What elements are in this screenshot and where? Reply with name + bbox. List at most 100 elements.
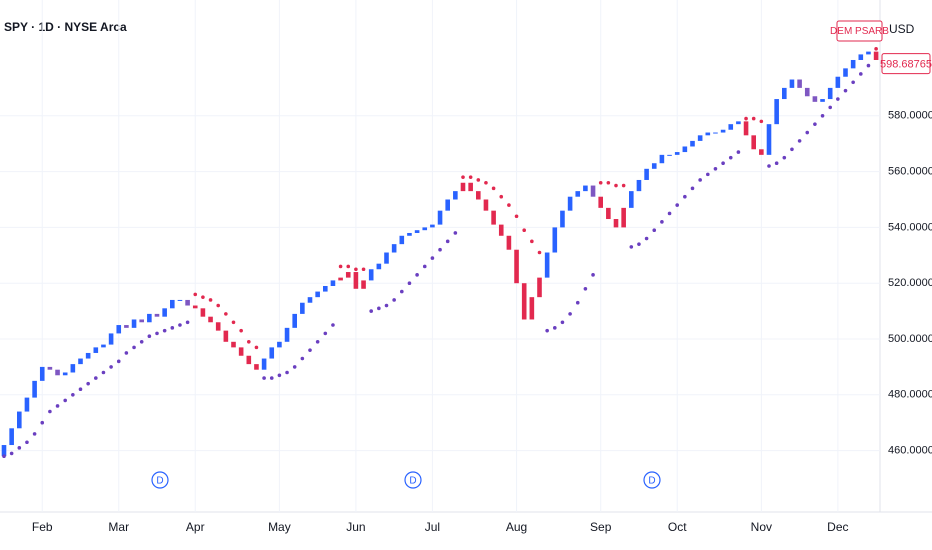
psar-dot: [621, 183, 626, 188]
psar-dot: [782, 155, 787, 160]
candle-body: [32, 380, 37, 398]
psar-dot: [522, 228, 526, 232]
candle-body: [453, 191, 458, 200]
x-tick-label: Jul: [425, 520, 440, 534]
psar-dot: [476, 178, 481, 182]
psar-dot: [9, 451, 14, 456]
psar-dot: [751, 116, 756, 121]
psar-dot: [468, 175, 473, 179]
candle-body: [743, 121, 749, 136]
candle-body: [361, 280, 366, 289]
candle-body: [384, 252, 389, 264]
candle-body: [24, 397, 30, 412]
psar-dot: [384, 303, 389, 308]
candle-body: [177, 299, 183, 301]
psar-dot: [86, 381, 90, 386]
candle-body: [598, 196, 603, 208]
candle-body: [70, 364, 76, 373]
candle-body: [422, 227, 428, 231]
candle-body: [345, 272, 351, 278]
psar-dot: [116, 359, 121, 364]
candle-body: [185, 299, 190, 306]
candle-body: [85, 352, 91, 359]
psar-dot: [797, 139, 802, 143]
last-price-label: 598.68765: [880, 59, 932, 71]
psar-dot: [400, 289, 404, 294]
psar-dot: [361, 267, 366, 272]
event-marker-label: D: [156, 476, 163, 487]
psar-dot: [484, 180, 488, 185]
psar-dot: [48, 409, 52, 414]
candle-body: [368, 269, 374, 281]
candle-body: [261, 358, 267, 370]
y-tick-label: 540.00000: [888, 221, 932, 233]
psar-dot: [507, 203, 511, 207]
psar-dot: [224, 312, 228, 316]
psar-dot: [698, 178, 702, 182]
x-tick-label: Aug: [506, 520, 527, 534]
candle-body: [736, 121, 741, 125]
psar-dot: [338, 264, 343, 269]
candle-body: [820, 99, 825, 102]
psar-dot: [346, 264, 351, 269]
candle-body: [139, 319, 144, 323]
candle-body: [720, 129, 726, 133]
psar-dot: [254, 345, 259, 350]
x-tick-label: Oct: [668, 520, 687, 534]
candle-body: [430, 224, 435, 228]
psar-dot: [805, 130, 810, 135]
indicator-tag: DEM PSARB: [830, 20, 889, 42]
psar-dot: [292, 365, 297, 369]
psar-dot: [415, 273, 419, 277]
candle-body: [789, 79, 795, 88]
candle-body: [674, 152, 680, 155]
candle-body: [1, 445, 7, 457]
candle-body: [78, 358, 83, 365]
psar-dot: [828, 105, 832, 110]
candle-body: [300, 302, 305, 314]
candle-body: [338, 277, 343, 281]
psar-dot: [300, 356, 305, 361]
candle-body: [246, 355, 252, 365]
x-tick-label: May: [268, 520, 291, 534]
psar-dot: [285, 370, 289, 375]
psar-dot: [728, 155, 733, 160]
candle-body: [483, 199, 489, 211]
candle-body: [537, 277, 542, 298]
psar-dot: [109, 365, 113, 369]
event-marker-label: D: [648, 476, 655, 487]
psar-dot: [774, 161, 779, 166]
psar-dot: [2, 454, 6, 458]
candle-body: [843, 68, 848, 77]
psar-dot: [667, 211, 672, 216]
psar-dot: [530, 239, 534, 244]
psar-dot: [94, 376, 98, 380]
psar-dot: [568, 312, 572, 316]
indicator-tag-label: DEM PSARB: [830, 26, 889, 37]
candle-body: [629, 191, 634, 208]
candle-body: [812, 96, 818, 102]
psar-dot: [139, 339, 144, 344]
candle-body: [682, 146, 688, 153]
candle-body: [705, 132, 711, 136]
psar-dot: [178, 323, 182, 327]
psar-dot: [637, 242, 641, 246]
psar-dot: [323, 331, 328, 336]
candle-body: [621, 207, 626, 228]
candle-body: [292, 313, 297, 328]
candle-body: [544, 252, 550, 278]
candle-body: [323, 285, 328, 292]
psar-dot: [813, 122, 817, 126]
psar-dot: [836, 97, 840, 101]
x-tick-label: Feb: [32, 520, 53, 534]
indicator-tag-box: [836, 20, 883, 42]
psar-dot: [820, 113, 825, 118]
candle-body: [277, 341, 282, 348]
candle-body: [850, 59, 856, 69]
candle-body: [192, 305, 198, 309]
psar-dot: [147, 334, 152, 339]
candle-body: [307, 297, 313, 303]
psar-dot: [78, 387, 83, 392]
